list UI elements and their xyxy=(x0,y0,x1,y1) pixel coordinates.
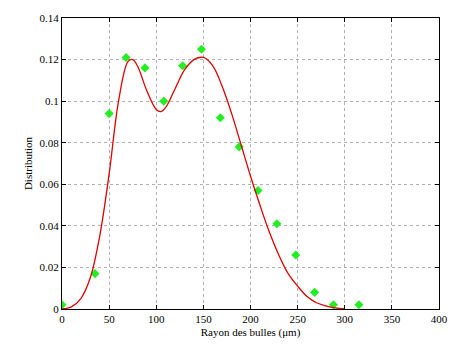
svg-text:0: 0 xyxy=(59,313,65,325)
svg-text:400: 400 xyxy=(431,313,448,325)
svg-text:0.04: 0.04 xyxy=(40,220,60,232)
svg-text:50: 50 xyxy=(104,313,116,325)
svg-text:0.06: 0.06 xyxy=(40,178,60,190)
svg-text:300: 300 xyxy=(337,313,354,325)
svg-text:250: 250 xyxy=(289,313,306,325)
svg-text:0.02: 0.02 xyxy=(40,261,59,273)
svg-text:Rayon des bulles (μm): Rayon des bulles (μm) xyxy=(201,326,301,339)
svg-text:0.08: 0.08 xyxy=(40,137,60,149)
svg-text:0.12: 0.12 xyxy=(40,53,59,65)
svg-text:0: 0 xyxy=(53,303,59,315)
svg-text:150: 150 xyxy=(195,313,212,325)
svg-text:100: 100 xyxy=(148,313,165,325)
svg-text:200: 200 xyxy=(242,313,259,325)
svg-text:350: 350 xyxy=(384,313,401,325)
svg-text:Distribution: Distribution xyxy=(22,136,34,190)
svg-text:0.1: 0.1 xyxy=(45,95,59,107)
svg-text:0.14: 0.14 xyxy=(40,12,60,24)
